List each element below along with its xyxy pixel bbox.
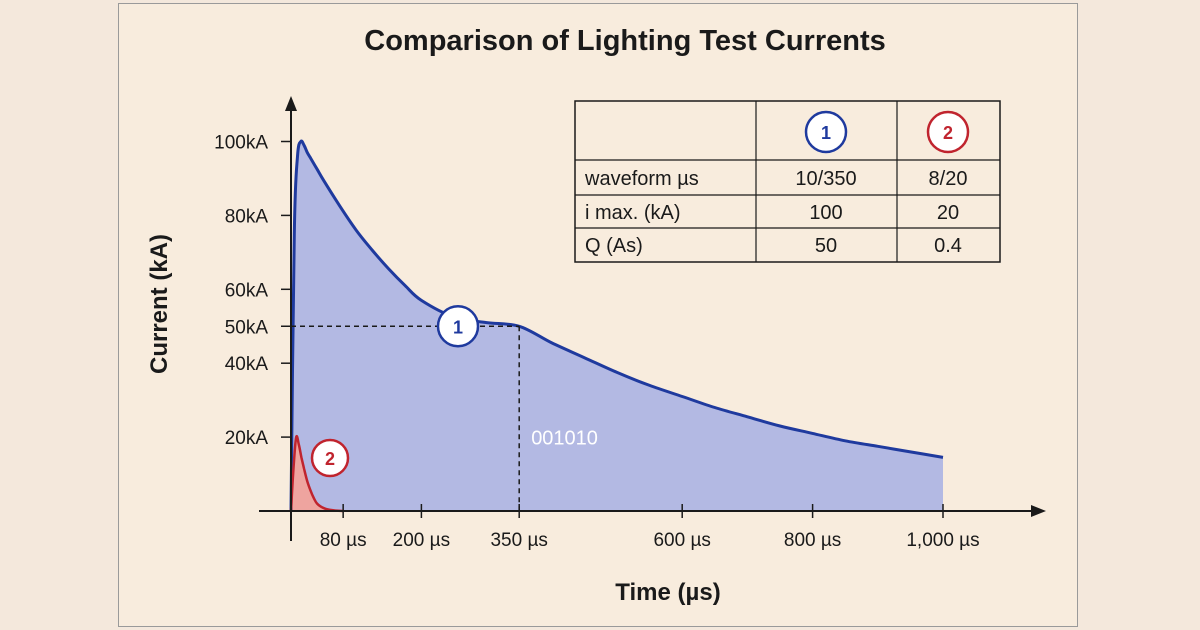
chart-title: Comparison of Lighting Test Currents (364, 25, 885, 57)
x-tick-label: 80 µs (320, 530, 367, 551)
y-tick-label: 20kA (225, 428, 269, 449)
x-axis-title: Time (µs) (615, 579, 720, 606)
series-2-marker-label: 2 (325, 449, 335, 469)
y-tick-label: 80kA (225, 206, 269, 227)
table-cell: Q (As) (585, 235, 643, 257)
table-cell: 50 (815, 235, 837, 257)
table-header-2: 2 (926, 110, 970, 154)
annotation-label: 001010 (531, 427, 598, 449)
chart-panel: Comparison of Lighting Test Currents 001… (118, 3, 1078, 627)
series-1-marker-label: 1 (453, 317, 463, 337)
y-axis-title: Current (kA) (146, 234, 173, 374)
table-header-1: 1 (804, 110, 848, 154)
plot-area: 001010 1 2 (289, 139, 944, 513)
y-tick-label: 50kA (225, 317, 269, 338)
series-2-marker: 2 (310, 438, 350, 478)
table-header-2-label: 2 (943, 123, 953, 143)
table-cell: 20 (937, 202, 959, 224)
table-cell: i max. (kA) (585, 202, 681, 224)
table-cell: 100 (809, 202, 842, 224)
table-cell: 8/20 (929, 168, 968, 190)
table-header-1-label: 1 (821, 123, 831, 143)
table-row: Q (As) 50 0.4 (585, 235, 962, 257)
x-tick-label: 1,000 µs (906, 530, 979, 551)
series-1-line (289, 139, 944, 512)
chart-svg: Comparison of Lighting Test Currents 001… (146, 25, 1046, 606)
x-tick-label: 800 µs (784, 530, 841, 551)
table-row: waveform µs 10/350 8/20 (584, 168, 967, 190)
y-axis-arrowhead (285, 96, 297, 111)
x-ticks: 80 µs 200 µs 350 µs 600 µs 800 µs 1,000 µs (320, 504, 980, 551)
series-2-line (289, 434, 344, 513)
table-cell: 0.4 (934, 235, 962, 257)
series-1-area (291, 141, 943, 511)
y-ticks: 20kA 40kA 50kA 60kA 80kA 100kA (214, 133, 291, 449)
y-tick-label: 40kA (225, 354, 269, 375)
axes: 80 µs 200 µs 350 µs 600 µs 800 µs 1,000 µs 20… (214, 96, 1046, 551)
series-2-area (291, 436, 344, 511)
table-cell: 10/350 (795, 168, 856, 190)
series-1-marker: 1 (436, 305, 480, 348)
table-cell: waveform µs (584, 168, 699, 190)
x-tick-label: 600 µs (653, 530, 710, 551)
table-row: i max. (kA) 100 20 (585, 202, 959, 224)
x-tick-label: 350 µs (490, 530, 547, 551)
y-tick-label: 100kA (214, 133, 268, 154)
y-tick-label: 60kA (225, 280, 269, 301)
data-table: 1 2 waveform µs 10/350 8/20 i max. (kA) … (574, 100, 1001, 263)
x-axis-arrowhead (1031, 505, 1046, 517)
x-tick-label: 200 µs (393, 530, 450, 551)
